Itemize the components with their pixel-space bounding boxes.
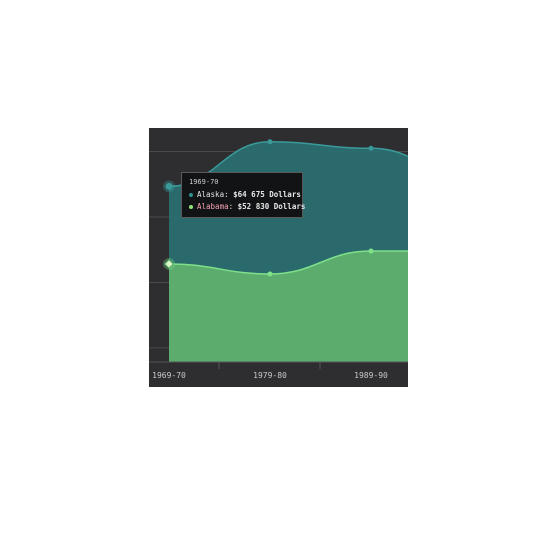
area-chart: 1969-70 1979-80 1989-90 [149,139,408,380]
series-line-alaska [168,140,408,188]
tooltip-series-value: $64 675 Dollars [233,190,301,199]
tooltip-series-dot [189,205,193,209]
x-tick-label: 1969-70 [152,371,186,380]
data-point[interactable] [164,258,174,269]
series-points[interactable] [163,139,408,277]
tooltip-series-value: $52 830 Dollars [237,202,306,211]
data-point[interactable] [267,271,273,277]
tooltip-title: 1969-70 [189,178,219,186]
data-point[interactable] [165,182,173,190]
chart-tooltip: 1969-70 Alaska: $64 675 Dollars Alabama:… [181,172,305,218]
x-tick-label: 1989-90 [354,371,388,380]
tooltip-series-dot [189,193,193,197]
chart-panel: 1969-70 1979-80 1989-90 1969-70 Alaska: $6… [149,128,408,387]
tooltip-series-name: Alabama [197,202,229,211]
data-point[interactable] [368,145,374,151]
data-point[interactable] [267,139,273,145]
data-point[interactable] [368,248,374,254]
series-line-alabama [168,250,408,275]
tooltip-row-alabama: Alabama: $52 830 Dollars [189,201,305,213]
tooltip-row-alaska: Alaska: $64 675 Dollars [189,189,301,201]
tooltip-series-name: Alaska [197,190,225,199]
x-tick-label: 1979-80 [253,371,287,380]
series-area-alabama [169,251,408,362]
x-axis: 1969-70 1979-80 1989-90 [149,361,408,380]
